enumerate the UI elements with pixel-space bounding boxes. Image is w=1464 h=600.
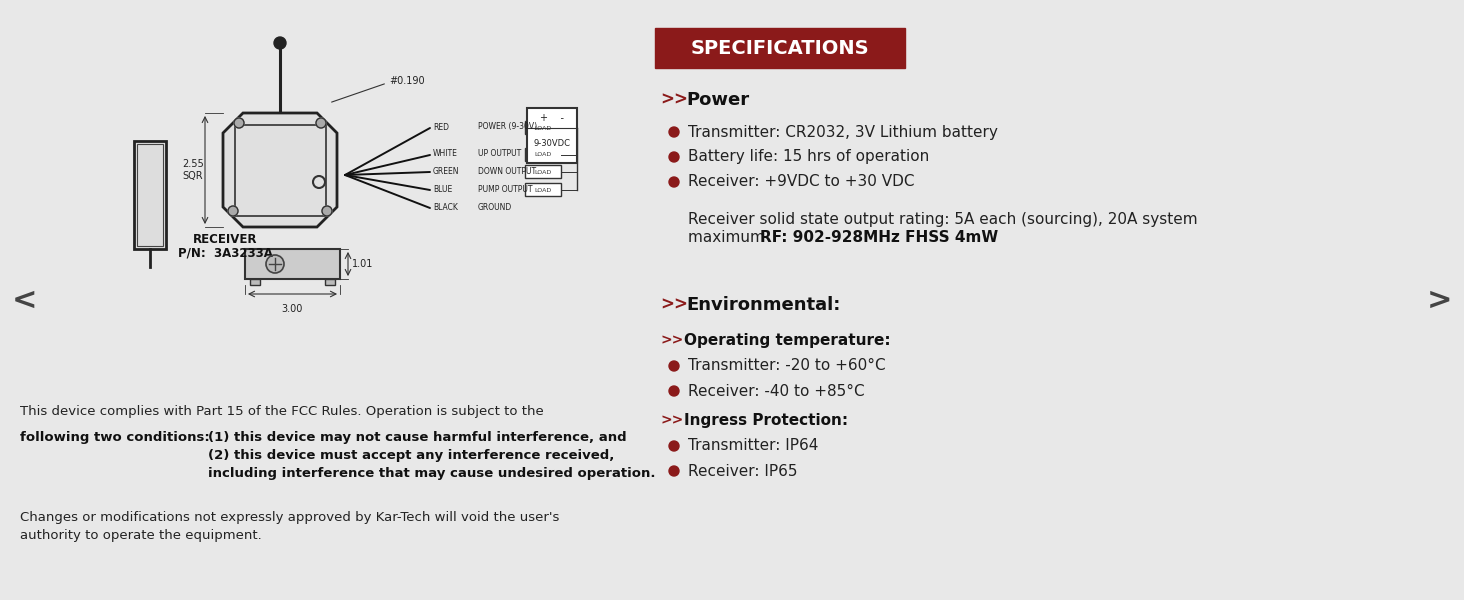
Text: Power: Power (687, 91, 750, 109)
Text: SPECIFICATIONS: SPECIFICATIONS (691, 38, 870, 58)
Circle shape (322, 206, 332, 216)
Text: Transmitter: -20 to +60°C: Transmitter: -20 to +60°C (688, 358, 886, 373)
Text: maximum: maximum (688, 230, 770, 245)
Text: P/N:  3A3233A: P/N: 3A3233A (177, 246, 272, 259)
Text: Operating temperature:: Operating temperature: (684, 332, 890, 347)
Circle shape (669, 177, 679, 187)
Bar (244, 249, 340, 279)
Circle shape (274, 37, 285, 49)
Circle shape (228, 206, 239, 216)
Text: Battery life: 15 hrs of operation: Battery life: 15 hrs of operation (688, 149, 930, 164)
Text: GROUND: GROUND (479, 202, 512, 211)
Text: Environmental:: Environmental: (687, 296, 840, 314)
Bar (526, 121, 561, 134)
Text: Receiver: -40 to +85°C: Receiver: -40 to +85°C (688, 383, 865, 398)
Bar (527, 108, 577, 163)
Bar (325, 279, 335, 285)
Text: RED: RED (433, 122, 449, 131)
Bar (135, 141, 165, 249)
Text: >: > (1426, 286, 1452, 314)
Text: GREEN: GREEN (433, 166, 460, 175)
Text: >>: >> (660, 91, 688, 109)
Bar (654, 28, 905, 68)
Bar (236, 125, 326, 216)
Text: Ingress Protection:: Ingress Protection: (684, 413, 848, 427)
Circle shape (234, 118, 244, 128)
Text: Changes or modifications not expressly approved by Kar-Tech will void the user's: Changes or modifications not expressly a… (20, 511, 559, 542)
Text: LOAD: LOAD (534, 169, 552, 175)
Text: >>: >> (660, 296, 688, 314)
Bar (526, 148, 561, 161)
Text: 2.55
SQR: 2.55 SQR (182, 159, 203, 181)
Text: 1.01: 1.01 (351, 259, 373, 269)
Text: 9-30VDC: 9-30VDC (533, 139, 571, 148)
Text: Transmitter: IP64: Transmitter: IP64 (688, 439, 818, 454)
Circle shape (669, 386, 679, 396)
Text: RECEIVER: RECEIVER (193, 233, 258, 246)
Text: LOAD: LOAD (534, 125, 552, 130)
Text: >>: >> (660, 333, 684, 347)
Text: POWER (9-30V): POWER (9-30V) (479, 122, 537, 131)
Bar (138, 144, 163, 246)
Text: This device complies with Part 15 of the FCC Rules. Operation is subject to the: This device complies with Part 15 of the… (20, 405, 543, 418)
Text: LOAD: LOAD (534, 187, 552, 193)
Text: #0.190: #0.190 (389, 76, 425, 86)
Circle shape (669, 361, 679, 371)
Text: WHITE: WHITE (433, 149, 458, 158)
Text: following two conditions:: following two conditions: (20, 431, 209, 444)
Text: BLUE: BLUE (433, 185, 452, 193)
Text: <: < (12, 286, 38, 314)
Text: RF: 902-928MHz FHSS 4mW: RF: 902-928MHz FHSS 4mW (760, 230, 998, 245)
Bar (526, 165, 561, 178)
Bar (526, 183, 561, 196)
Text: LOAD: LOAD (534, 152, 552, 157)
Circle shape (669, 466, 679, 476)
Circle shape (266, 255, 284, 273)
Text: PUMP OUTPUT: PUMP OUTPUT (479, 185, 533, 193)
Circle shape (669, 152, 679, 162)
Text: >>: >> (660, 413, 684, 427)
Text: Receiver: IP65: Receiver: IP65 (688, 463, 798, 479)
Text: (1) this device may not cause harmful interference, and
(2) this device must acc: (1) this device may not cause harmful in… (208, 431, 656, 480)
Text: Transmitter: CR2032, 3V Lithium battery: Transmitter: CR2032, 3V Lithium battery (688, 124, 998, 139)
Text: Receiver solid state output rating: 5A each (sourcing), 20A system: Receiver solid state output rating: 5A e… (688, 212, 1198, 227)
Text: +    -: + - (540, 113, 564, 123)
Text: DOWN OUTPUT: DOWN OUTPUT (479, 166, 536, 175)
Bar (250, 279, 261, 285)
Text: Receiver: +9VDC to +30 VDC: Receiver: +9VDC to +30 VDC (688, 175, 915, 190)
Text: BLACK: BLACK (433, 202, 458, 211)
Text: UP OUTPUT: UP OUTPUT (479, 149, 521, 158)
Polygon shape (223, 113, 337, 227)
Text: 3.00: 3.00 (281, 304, 303, 314)
Circle shape (669, 441, 679, 451)
Circle shape (316, 118, 326, 128)
Circle shape (669, 127, 679, 137)
